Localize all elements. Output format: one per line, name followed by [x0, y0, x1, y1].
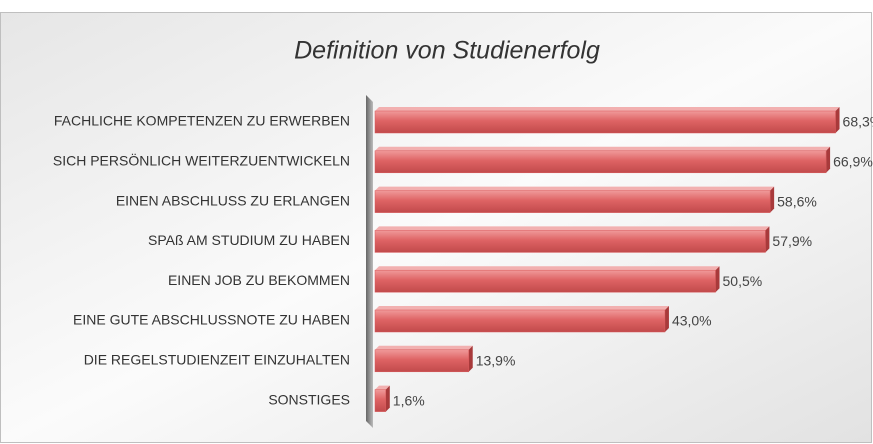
bar-top: [375, 107, 840, 111]
bar: [374, 190, 771, 213]
bar: [374, 110, 836, 134]
category-label: EINE GUTE ABSCHLUSSNOTE ZU HABEN: [73, 312, 350, 328]
bar: [374, 269, 716, 293]
category-label: EINEN ABSCHLUSS ZU ERLANGEN: [116, 192, 350, 208]
bar-side: [715, 266, 720, 293]
bar-top: [375, 186, 775, 191]
value-label: 13,9%: [476, 353, 516, 369]
value-label: 58,6%: [777, 193, 817, 209]
bar: [374, 349, 469, 373]
bar-top: [375, 385, 390, 390]
bar-top: [375, 226, 770, 231]
bar-side: [664, 306, 669, 332]
category-label: SONSTIGES: [268, 391, 350, 407]
value-label: 66,9%: [833, 154, 873, 170]
bar: [374, 150, 827, 174]
bar: [374, 389, 387, 412]
axis-wall: [366, 95, 373, 428]
bar-side: [770, 186, 775, 213]
category-label: DIE REGELSTUDIENZEIT EINZUHALTEN: [84, 352, 350, 368]
value-label: 50,5%: [723, 273, 763, 289]
bar-side: [835, 107, 840, 133]
category-label: EINEN JOB ZU BEKOMMEN: [168, 272, 350, 288]
bar-side: [765, 226, 770, 253]
bar-top: [375, 306, 669, 310]
bar-side: [468, 345, 473, 372]
bar-side: [385, 385, 390, 412]
bar: [374, 309, 666, 333]
value-label: 68,3%: [843, 114, 873, 130]
bar-top: [375, 146, 831, 151]
bar-top: [375, 345, 473, 350]
chart-title: Definition von Studienerfolg: [294, 37, 600, 65]
category-label: FACHLICHE KOMPETENZEN ZU ERWERBEN: [54, 113, 350, 129]
category-label: SICH PERSÖNLICH WEITERZUENTWICKELN: [53, 152, 350, 169]
value-label: 43,0%: [672, 313, 712, 329]
value-label: 57,9%: [772, 233, 812, 249]
category-label: SPAß AM STUDIUM ZU HABEN: [148, 232, 350, 248]
bar-side: [826, 146, 831, 173]
value-label: 1,6%: [393, 392, 425, 408]
bar-top: [375, 266, 720, 271]
bar: [374, 230, 766, 253]
